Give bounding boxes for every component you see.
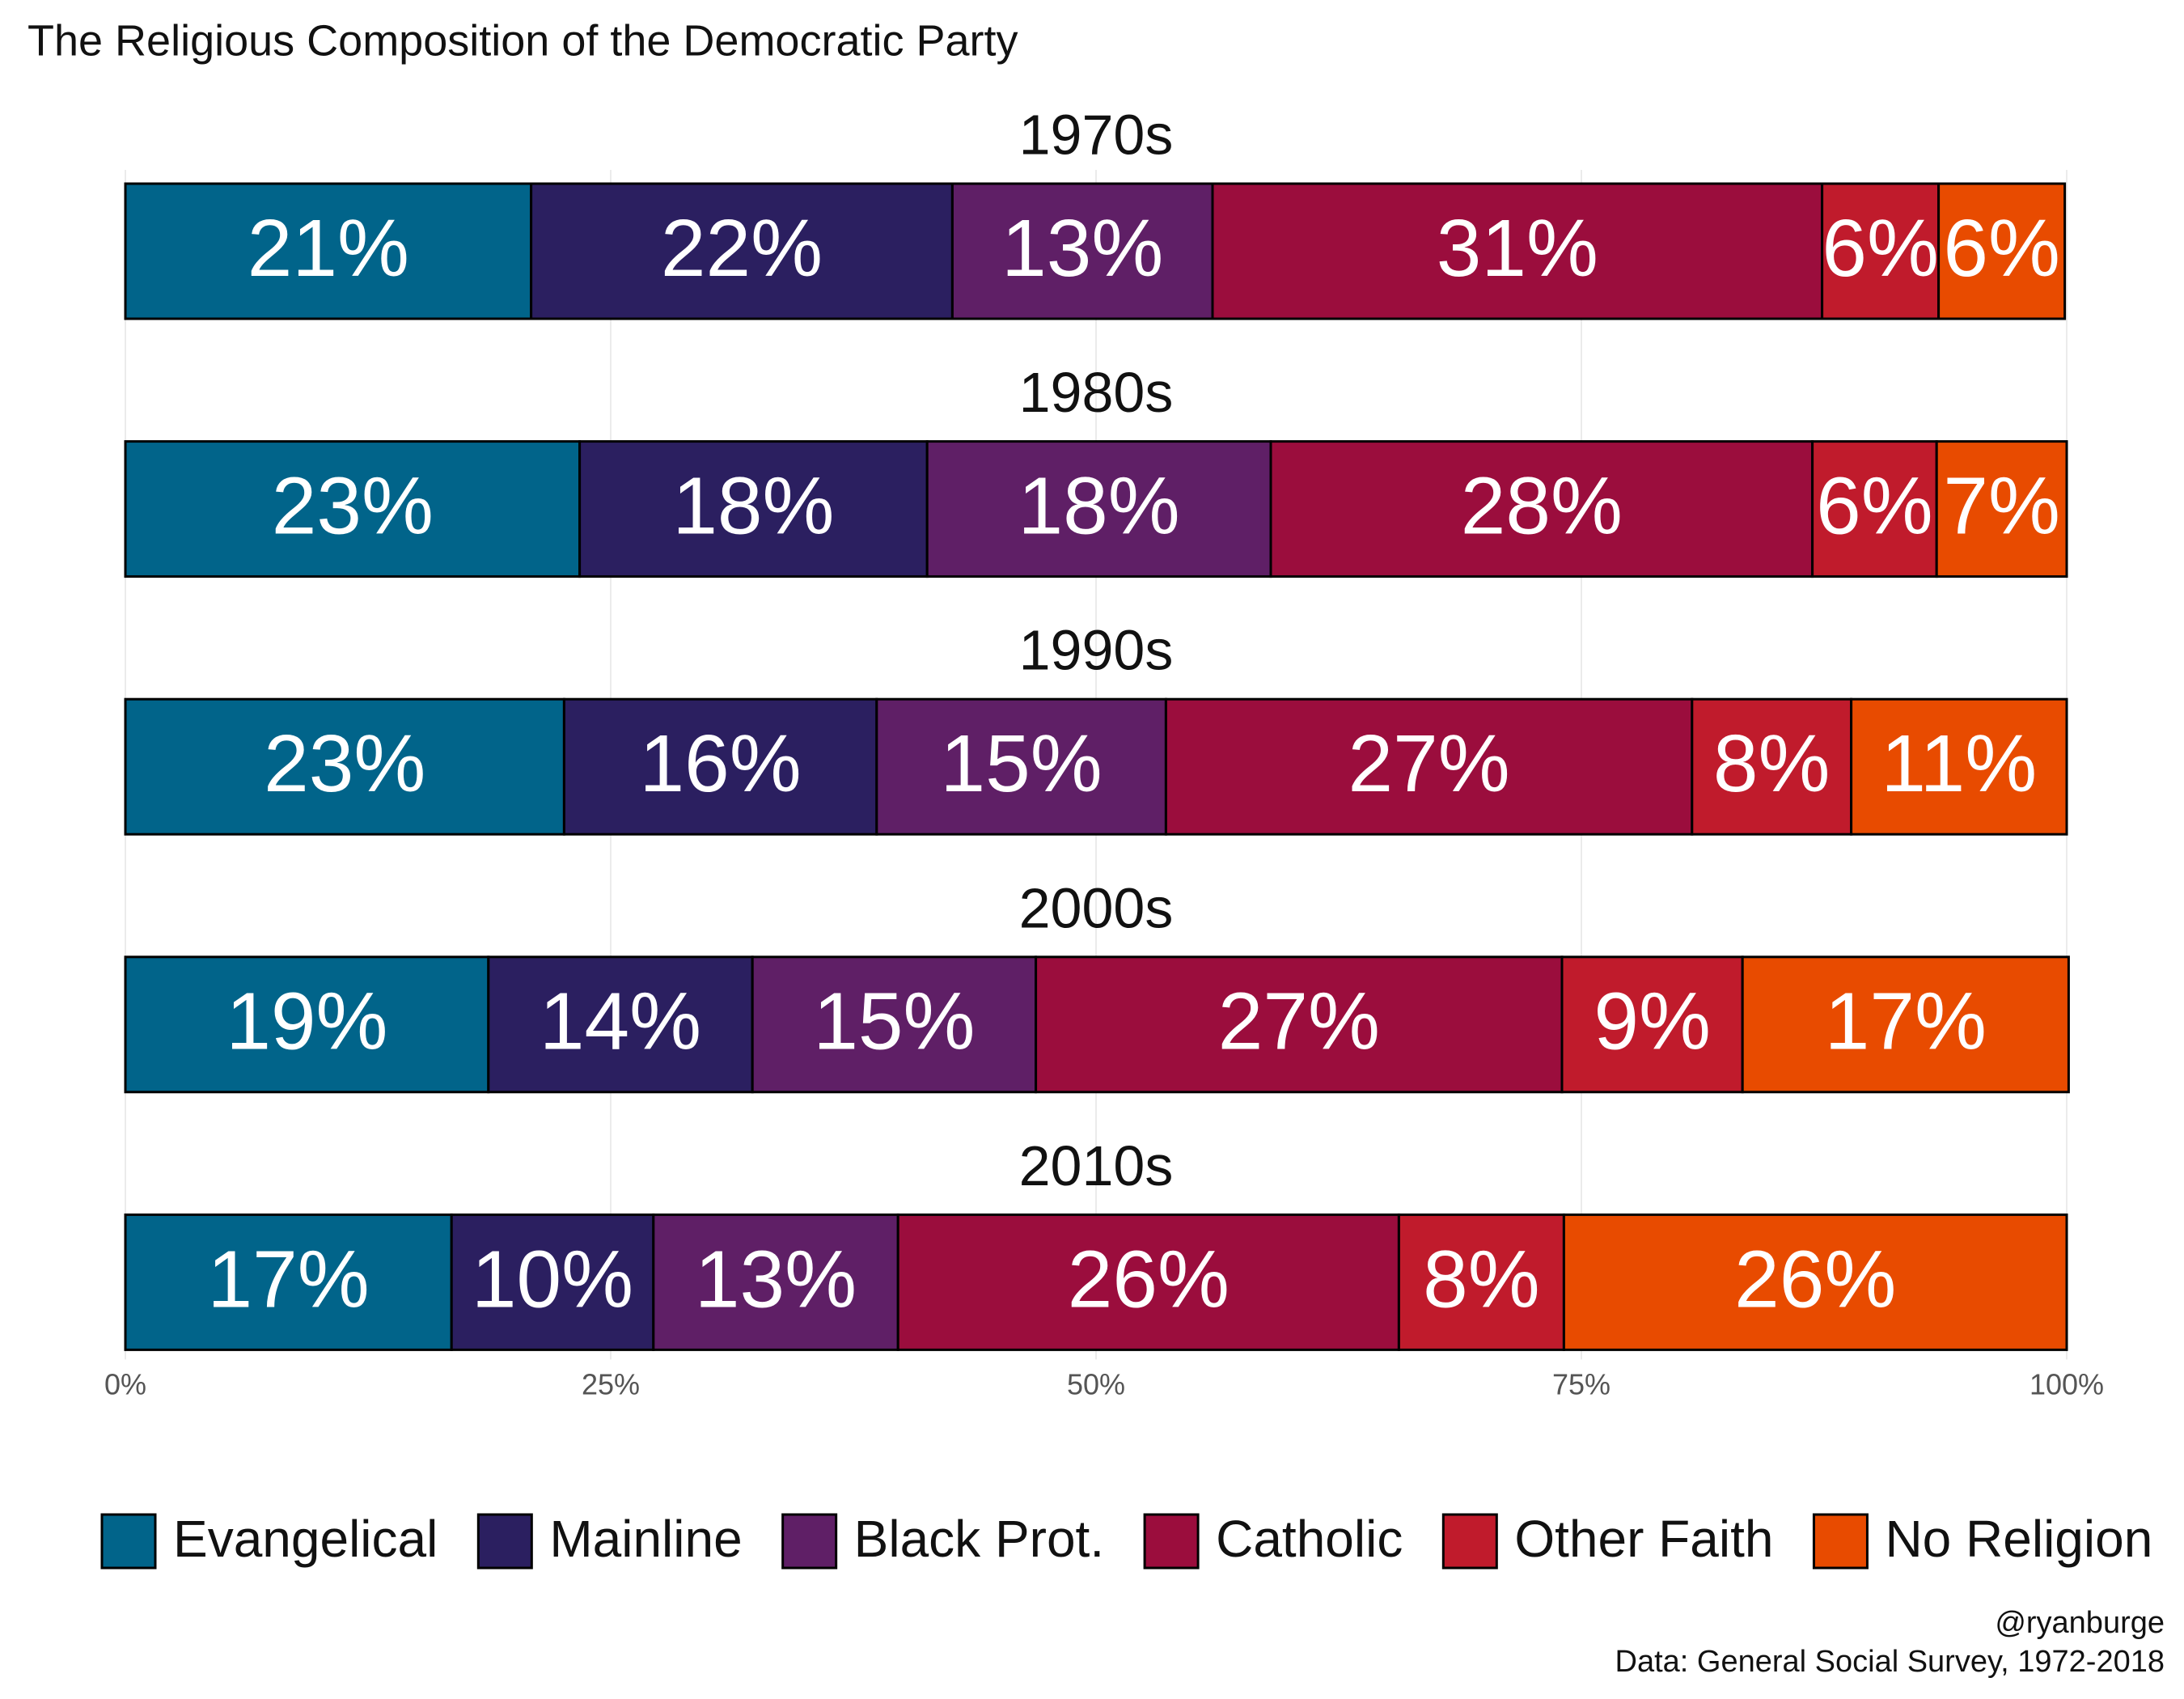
bar-segment: [530, 182, 954, 320]
bar-segment: [1035, 955, 1564, 1094]
bar-label: 17%: [208, 1234, 370, 1324]
bar-label: 13%: [695, 1234, 857, 1324]
facet-title: 1990s: [1019, 619, 1174, 682]
bar-label: 23%: [264, 718, 425, 809]
bar-label: 18%: [1018, 461, 1180, 552]
bar-label: 11%: [1881, 718, 2037, 809]
bar-label: 13%: [1001, 203, 1163, 294]
bar-segment: [1164, 697, 1694, 836]
facet-title: 2010s: [1019, 1134, 1174, 1197]
facet-title: 2000s: [1019, 876, 1174, 939]
bar-label: 27%: [1218, 977, 1380, 1067]
legend-label: No Religion: [1885, 1510, 2152, 1568]
bar-segment: [124, 697, 565, 836]
bar-label: 6%: [1816, 461, 1933, 552]
bar-label: 6%: [1822, 203, 1939, 294]
bar-segment: [1562, 1213, 2068, 1351]
bar-label: 8%: [1713, 718, 1831, 809]
bar-segment: [124, 1213, 453, 1351]
bar-label: 6%: [1943, 203, 2060, 294]
bar-segment: [124, 182, 533, 320]
bar-segment: [1741, 955, 2070, 1094]
x-tick-label: 0%: [104, 1368, 146, 1401]
bar-segment: [896, 1213, 1400, 1351]
bar-label: 28%: [1461, 461, 1623, 552]
bar-segment: [1850, 697, 2068, 836]
x-tick-label: 25%: [582, 1368, 640, 1401]
bar-label: 21%: [248, 203, 409, 294]
bar-label: 26%: [1734, 1234, 1896, 1324]
caption: @ryanburge: [1995, 1606, 2165, 1640]
bar-segment: [1691, 697, 1853, 836]
bar-segment: [1811, 440, 1938, 578]
legend-label: Black Prot.: [854, 1510, 1104, 1568]
legend-label: Mainline: [549, 1510, 742, 1568]
bar-segment: [875, 697, 1167, 836]
bar-segment: [487, 955, 754, 1094]
bar-label: 9%: [1594, 977, 1711, 1067]
bar-segment: [1560, 955, 1744, 1094]
bar-label: 7%: [1943, 461, 2060, 552]
x-tick-label: 75%: [1552, 1368, 1610, 1401]
legend-key: [1143, 1513, 1200, 1570]
x-tick-label: 100%: [2030, 1368, 2104, 1401]
bar-label: 16%: [640, 718, 802, 809]
bar-segment: [124, 955, 490, 1094]
bar-label: 31%: [1437, 203, 1598, 294]
legend-key: [476, 1513, 533, 1570]
bar-label: 10%: [472, 1234, 633, 1324]
bar-segment: [450, 1213, 655, 1351]
bar-segment: [124, 440, 582, 578]
bar-label: 23%: [272, 461, 434, 552]
chart-title: The Religious Composition of the Democra…: [28, 16, 1018, 65]
caption: Data: General Social Survey, 1972-2018: [1615, 1645, 2165, 1679]
bar-label: 15%: [813, 977, 975, 1067]
legend-label: Evangelical: [173, 1510, 438, 1568]
bar-segment: [751, 955, 1038, 1094]
legend-key: [100, 1513, 157, 1570]
bar-label: 18%: [672, 461, 834, 552]
legend-key: [781, 1513, 838, 1570]
bar-label: 19%: [226, 977, 387, 1067]
facet-title: 1980s: [1019, 361, 1174, 424]
bar-label: 15%: [941, 718, 1103, 809]
legend-key: [1812, 1513, 1869, 1570]
bar-segment: [1937, 182, 2067, 320]
bar-segment: [562, 697, 878, 836]
x-tick-label: 50%: [1067, 1368, 1125, 1401]
bar-label: 8%: [1423, 1234, 1540, 1324]
bar-segment: [1935, 440, 2068, 578]
legend-label: Other Faith: [1514, 1510, 1773, 1568]
bar-segment: [578, 440, 929, 578]
legend-label: Catholic: [1216, 1510, 1403, 1568]
bar-label: 26%: [1068, 1234, 1230, 1324]
bar-segment: [652, 1213, 899, 1351]
bar-label: 17%: [1825, 977, 1987, 1067]
legend-key: [1441, 1513, 1498, 1570]
bar-segment: [1397, 1213, 1565, 1351]
bar-label: 14%: [540, 977, 701, 1067]
facet-title: 1970s: [1019, 103, 1174, 166]
bar-segment: [925, 440, 1272, 578]
bar-label: 22%: [661, 203, 823, 294]
bar-label: 27%: [1348, 718, 1510, 809]
